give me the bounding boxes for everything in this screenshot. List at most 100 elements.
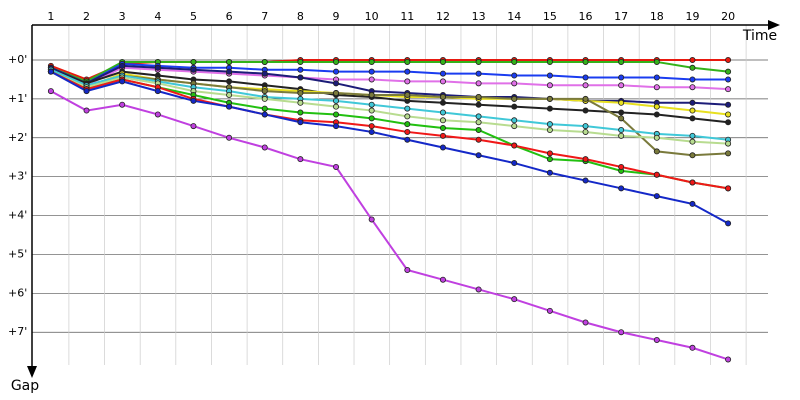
point: [83, 88, 90, 95]
point: [546, 169, 553, 176]
point: [368, 115, 375, 122]
point: [475, 136, 482, 143]
point: [368, 128, 375, 135]
point: [653, 74, 660, 81]
x-tick-label: 11: [400, 10, 414, 23]
point: [475, 286, 482, 293]
x-tick-label: 16: [579, 10, 593, 23]
series-line: [50, 64, 729, 106]
point: [653, 134, 660, 141]
point: [618, 163, 625, 170]
point: [47, 88, 54, 95]
point: [475, 119, 482, 126]
point: [689, 76, 696, 83]
point: [368, 123, 375, 130]
point: [511, 117, 518, 124]
point: [368, 58, 375, 65]
x-tick-label: 13: [472, 10, 486, 23]
point: [439, 70, 446, 77]
y-tick-label: +4': [8, 209, 27, 222]
point: [47, 68, 54, 75]
point: [404, 92, 411, 99]
point: [511, 58, 518, 65]
point: [368, 216, 375, 223]
point: [689, 344, 696, 351]
y-axis-title: Gap: [11, 378, 39, 394]
y-tick-label: +2': [8, 131, 27, 144]
x-tick-label: 5: [190, 10, 197, 23]
point: [226, 58, 233, 65]
point: [582, 123, 589, 130]
point: [439, 125, 446, 132]
y-tick-label: +5': [8, 247, 27, 260]
point: [368, 101, 375, 108]
point: [333, 103, 340, 110]
series-line: [50, 68, 729, 141]
point: [297, 119, 304, 126]
point: [618, 185, 625, 192]
point: [404, 266, 411, 273]
series-line: [50, 70, 729, 190]
point: [297, 58, 304, 65]
y-tick-label: +0': [8, 53, 27, 66]
point: [511, 95, 518, 102]
point: [582, 74, 589, 81]
point: [404, 121, 411, 128]
point: [475, 80, 482, 87]
point: [511, 103, 518, 110]
y-tick-label: +3': [8, 170, 27, 183]
point: [439, 93, 446, 100]
point: [689, 64, 696, 71]
y-tick-label: +7': [8, 325, 27, 338]
y-axis-arrow: [27, 366, 37, 378]
point: [439, 109, 446, 116]
point: [546, 307, 553, 314]
series-group: [47, 57, 732, 363]
series-line: [50, 90, 729, 361]
point: [297, 66, 304, 73]
point: [439, 144, 446, 151]
point: [582, 319, 589, 326]
series-line: [50, 70, 729, 145]
point: [546, 58, 553, 65]
point: [404, 136, 411, 143]
point: [261, 58, 268, 65]
point: [439, 276, 446, 283]
point: [689, 84, 696, 91]
x-tick-label: 19: [685, 10, 699, 23]
point: [439, 99, 446, 106]
point: [226, 92, 233, 99]
point: [582, 58, 589, 65]
point: [333, 90, 340, 97]
point: [439, 78, 446, 85]
y-tick-label: +6': [8, 286, 27, 299]
point: [511, 123, 518, 130]
point: [226, 68, 233, 75]
point: [725, 220, 732, 227]
point: [368, 68, 375, 75]
point: [297, 109, 304, 116]
point: [546, 121, 553, 128]
x-tick-label: 7: [261, 10, 268, 23]
point: [404, 105, 411, 112]
point: [618, 127, 625, 134]
point: [226, 103, 233, 110]
point: [154, 88, 161, 95]
point: [653, 58, 660, 65]
point: [618, 132, 625, 139]
x-tick-label: 14: [507, 10, 521, 23]
point: [404, 68, 411, 75]
point: [653, 148, 660, 155]
point: [689, 152, 696, 159]
point: [546, 105, 553, 112]
point: [618, 109, 625, 116]
point: [475, 58, 482, 65]
point: [725, 76, 732, 83]
point: [297, 90, 304, 97]
point: [689, 107, 696, 114]
point: [689, 179, 696, 186]
point: [725, 86, 732, 93]
point: [511, 142, 518, 149]
point: [190, 97, 197, 104]
